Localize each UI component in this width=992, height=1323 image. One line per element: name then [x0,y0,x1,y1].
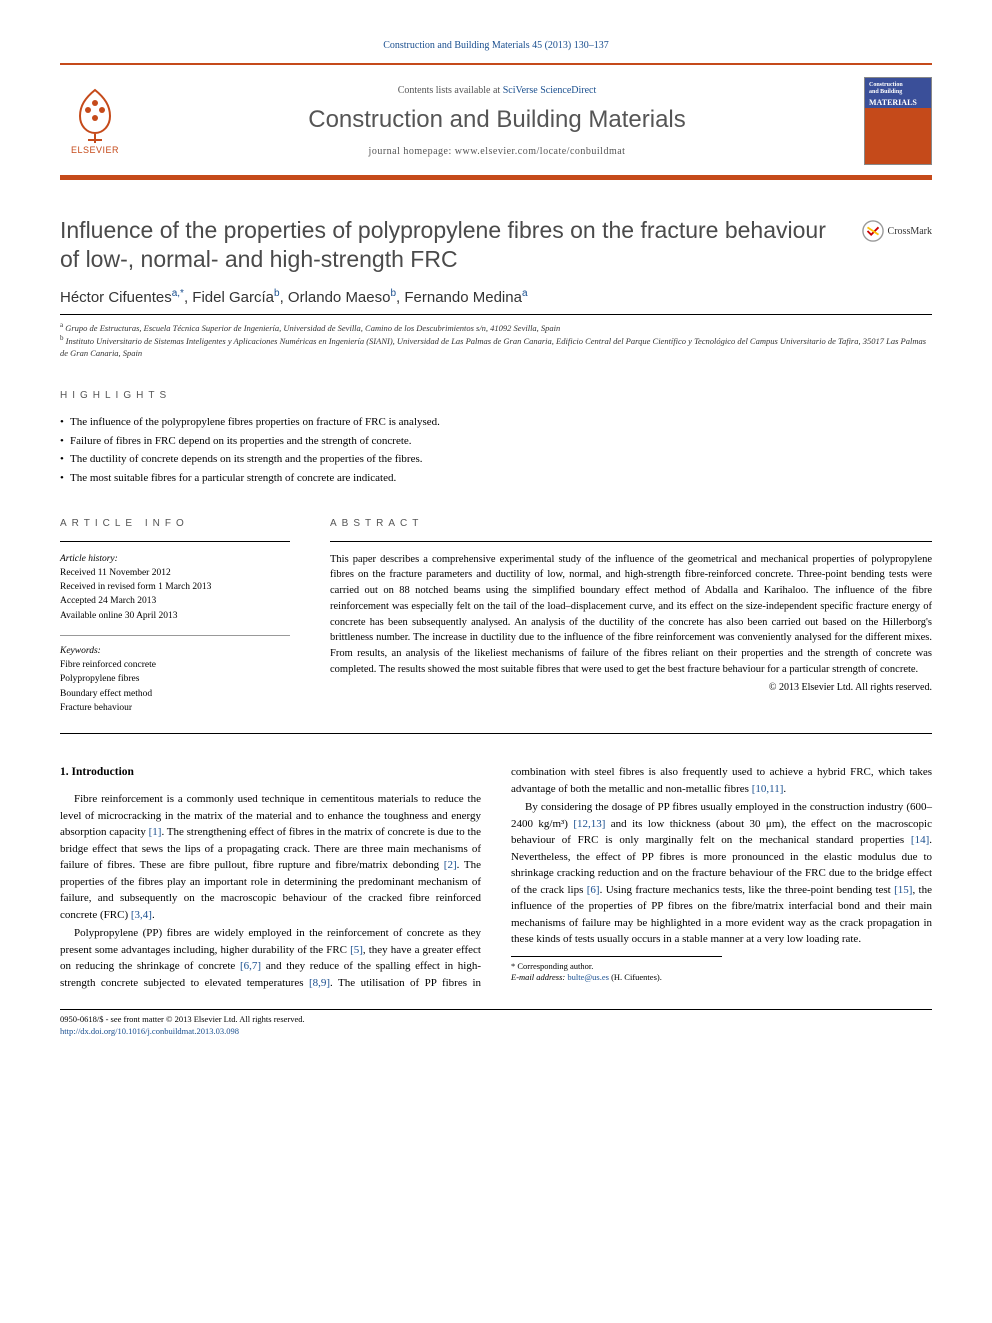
article-info-label: ARTICLE INFO [60,518,290,529]
section-number: 1. [60,766,69,778]
author-affil-sup: b [274,288,280,299]
cover-line1: Construction [869,82,927,89]
history-line: Accepted 24 March 2013 [60,594,290,608]
citation-ref[interactable]: [14] [911,834,929,846]
issn-line: 0950-0618/$ - see front matter © 2013 El… [60,1014,932,1026]
citation-ref[interactable]: [1] [149,826,162,838]
citation-line: Construction and Building Materials 45 (… [60,40,932,51]
citation-ref[interactable]: [6] [587,884,600,896]
contents-prefix: Contents lists available at [398,85,503,96]
article-history: Article history: Received 11 November 20… [60,552,290,716]
journal-title: Construction and Building Materials [150,106,844,134]
keywords-header: Keywords: [60,644,290,658]
affil-sup: a [60,321,63,329]
cover-line3: MATERIALS [869,98,927,108]
history-header: Article history: [60,552,290,566]
abstract-copyright: © 2013 Elsevier Ltd. All rights reserved… [330,682,932,693]
abstract-text: This paper describes a comprehensive exp… [330,552,932,678]
crossmark-icon [862,220,884,242]
elsevier-label: ELSEVIER [71,145,119,155]
keyword: Fracture behaviour [60,701,290,715]
sciencedirect-link[interactable]: SciVerse ScienceDirect [503,85,597,96]
history-line: Received 11 November 2012 [60,566,290,580]
citation-ref[interactable]: [6,7] [240,960,261,972]
article-title: Influence of the properties of polypropy… [60,216,842,274]
email-attribution: (H. Cifuentes). [611,972,662,982]
cover-line2: and Building [869,89,927,96]
history-line: Received in revised form 1 March 2013 [60,580,290,594]
journal-homepage: journal homepage: www.elsevier.com/locat… [150,146,844,157]
article-info-column: ARTICLE INFO Article history: Received 1… [60,518,290,716]
affiliations: a Grupo de Estructuras, Escuela Técnica … [60,314,932,360]
author-name: Orlando Maeso [288,289,391,306]
email-label: E-mail address: [511,972,565,982]
keyword: Boundary effect method [60,687,290,701]
homepage-url[interactable]: www.elsevier.com/locate/conbuildmat [455,146,626,157]
citation-ref[interactable]: [8,9] [309,977,330,989]
history-line: Available online 30 April 2013 [60,609,290,623]
elsevier-logo[interactable]: ELSEVIER [60,81,130,161]
journal-cover-thumb[interactable]: Construction and Building MATERIALS [864,77,932,165]
authors: Héctor Cifuentesa,*, Fidel Garcíab, Orla… [60,288,932,306]
abstract-column: ABSTRACT This paper describes a comprehe… [330,518,932,716]
citation-ref[interactable]: [3,4] [131,909,152,921]
elsevier-tree-icon [70,88,120,143]
highlight-item: •Failure of fibres in FRC depend on its … [60,432,932,451]
author-name: Héctor Cifuentes [60,289,172,306]
author-affil-sup: b [390,288,396,299]
keyword: Fibre reinforced concrete [60,658,290,672]
article-page: Construction and Building Materials 45 (… [0,0,992,1078]
body-paragraph: Fibre reinforcement is a commonly used t… [60,791,481,923]
homepage-prefix: journal homepage: [369,146,455,157]
abstract-label: ABSTRACT [330,518,932,529]
affil-text: Grupo de Estructuras, Escuela Técnica Su… [65,322,560,332]
author-name: Fernando Medina [404,289,522,306]
highlight-item: •The most suitable fibres for a particul… [60,469,932,488]
corresponding-marker: * Corresponding author. [511,961,722,973]
author-affil-sup: a,* [172,288,184,299]
journal-header: ELSEVIER Contents lists available at Sci… [60,63,932,180]
page-footer: 0950-0618/$ - see front matter © 2013 El… [60,1009,932,1038]
contents-available: Contents lists available at SciVerse Sci… [150,85,844,96]
citation-ref[interactable]: [2] [444,859,457,871]
citation-ref[interactable]: [5] [350,944,363,956]
body-text: 1. Introduction Fibre reinforcement is a… [60,764,932,991]
section-title: Introduction [72,766,134,778]
author-affil-sup: a [522,288,528,299]
author-email[interactable]: bulte@us.es [567,972,609,982]
corresponding-author-footnote: * Corresponding author. E-mail address: … [511,956,722,985]
body-paragraph: By considering the dosage of PP fibres u… [511,799,932,948]
highlights-list: •The influence of the polypropylene fibr… [60,413,932,488]
header-center: Contents lists available at SciVerse Sci… [150,85,844,157]
highlight-item: •The influence of the polypropylene fibr… [60,413,932,432]
citation-ref[interactable]: [10,11] [752,783,784,795]
citation-ref[interactable]: [15] [894,884,912,896]
highlights-label: HIGHLIGHTS [60,390,932,401]
keyword: Polypropylene fibres [60,672,290,686]
highlight-item: •The ductility of concrete depends on it… [60,450,932,469]
affil-text: Instituto Universitario de Sistemas Inte… [60,336,926,358]
affil-sup: b [60,334,64,342]
info-abstract-row: ARTICLE INFO Article history: Received 1… [60,518,932,735]
article-front-matter: Influence of the properties of polypropy… [60,216,932,360]
crossmark-label: CrossMark [888,226,932,237]
crossmark-badge[interactable]: CrossMark [862,220,932,242]
section-heading: 1. Introduction [60,764,481,781]
author-name: Fidel García [192,289,274,306]
doi-link[interactable]: http://dx.doi.org/10.1016/j.conbuildmat.… [60,1026,932,1038]
citation-ref[interactable]: [12,13] [573,818,605,830]
